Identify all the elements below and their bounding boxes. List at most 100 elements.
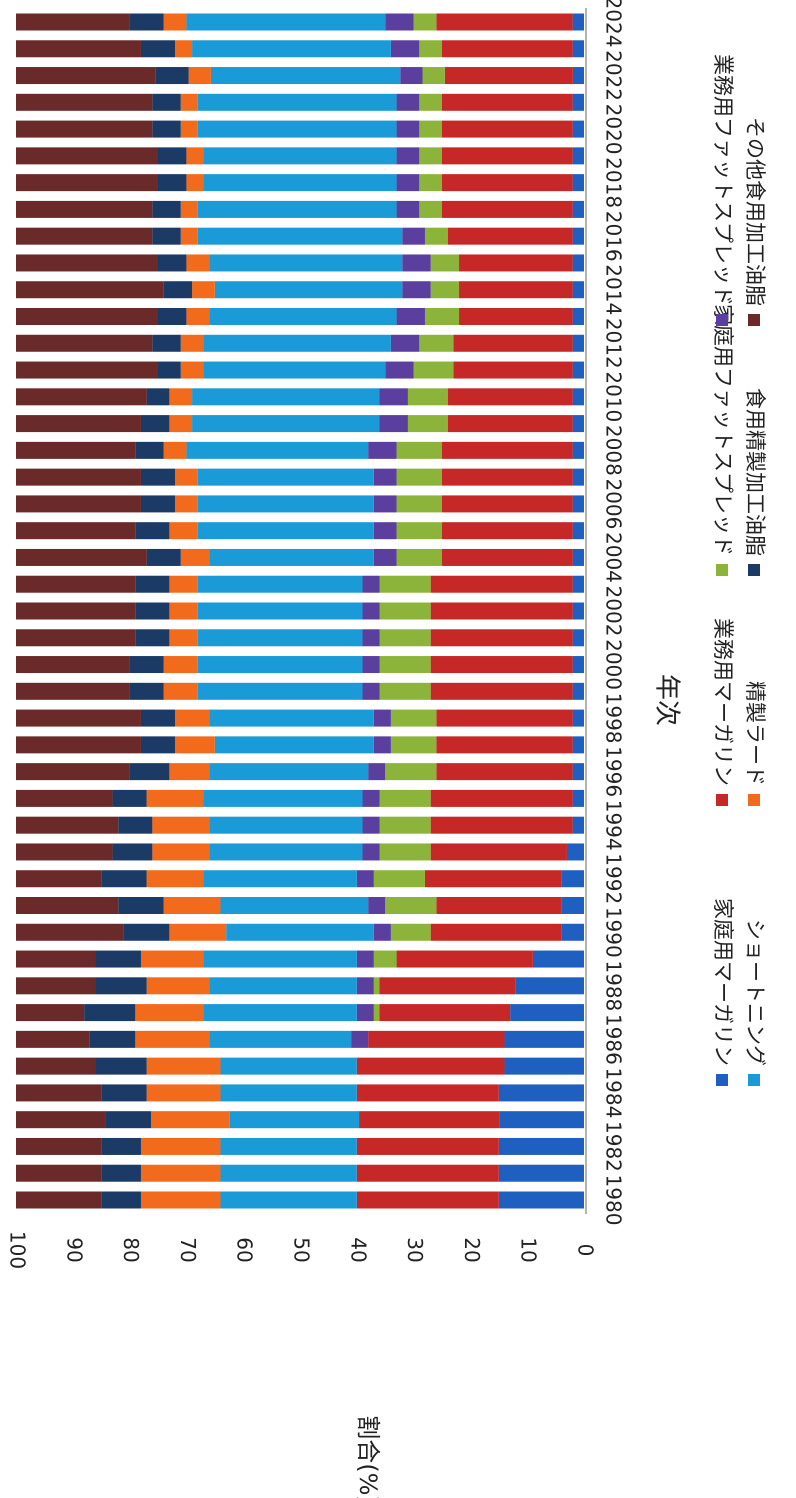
bar-segment	[572, 548, 584, 566]
bar-segment	[220, 897, 369, 914]
bar-segment	[123, 923, 170, 941]
bar-segment	[373, 950, 397, 968]
bar-segment	[95, 1057, 147, 1075]
bar-segment	[561, 923, 584, 941]
bar-segment	[16, 789, 113, 807]
bar-segment	[572, 13, 584, 31]
bar-segment	[209, 548, 374, 566]
bar-segment	[16, 67, 156, 85]
bar-segment	[379, 388, 408, 406]
year-tick-label: 1980	[602, 1175, 626, 1226]
bar-segment	[424, 870, 562, 888]
bar-segment	[112, 789, 147, 807]
bar-segment	[220, 1084, 357, 1102]
year-tick-label: 2022	[602, 50, 626, 101]
bar-segment	[197, 682, 363, 700]
bar-segment	[453, 334, 573, 352]
bar-segment	[362, 682, 380, 700]
bar-segment	[390, 334, 420, 352]
bar-segment	[155, 67, 189, 85]
year-tick-label: 2004	[602, 532, 626, 583]
bar-segment	[572, 147, 584, 165]
bar-segment	[566, 843, 584, 861]
bar-segment	[396, 147, 420, 165]
bar-segment	[180, 120, 198, 138]
bar-segment	[419, 200, 442, 218]
bar-segment	[140, 1164, 221, 1182]
bar-segment	[118, 816, 153, 834]
legend-label: 家庭用ファットスプレッド	[711, 304, 735, 556]
bar-segment	[16, 656, 130, 674]
year-tick-label: 2002	[602, 586, 626, 637]
bar-segment	[175, 736, 215, 754]
value-tick-label: 40	[346, 1237, 370, 1262]
bar-segment	[402, 227, 425, 245]
bar-segment	[140, 736, 176, 754]
bar-segment	[430, 682, 573, 700]
bar-segment	[362, 816, 380, 834]
bar-segment	[16, 1057, 96, 1075]
year-tick-label: 1988	[602, 960, 626, 1011]
bar-segment	[572, 415, 584, 433]
bar-segment	[572, 441, 584, 459]
bar-segment	[146, 1084, 221, 1102]
bar-segment	[572, 575, 584, 593]
bar-segment	[16, 709, 141, 727]
bar-segment	[203, 174, 397, 192]
year-tick-label: 2018	[602, 157, 626, 208]
bar-segment	[385, 13, 414, 31]
bar-segment	[373, 709, 391, 727]
bar-segment	[175, 468, 198, 486]
bar-segment	[362, 789, 380, 807]
bar-segment	[16, 441, 136, 459]
value-tick-label: 20	[460, 1237, 484, 1262]
year-tick-label: 2016	[602, 211, 626, 262]
bar-segment	[390, 709, 437, 727]
bar-segment	[192, 388, 380, 406]
bar-segment	[419, 93, 442, 111]
value-tick-label: 30	[403, 1237, 427, 1262]
bar-segment	[510, 1004, 584, 1022]
bar-segment	[424, 227, 448, 245]
bar-segment	[442, 522, 573, 540]
bar-segment	[186, 13, 386, 31]
bar-segment	[442, 548, 573, 566]
bar-segment	[373, 870, 425, 888]
bar-segment	[186, 308, 210, 325]
bar-segment	[419, 334, 454, 352]
bar-segment	[442, 200, 573, 218]
bar-segment	[430, 629, 573, 647]
year-tick-label: 1992	[602, 853, 626, 904]
bar-segment	[140, 495, 176, 513]
bar-segment	[152, 227, 181, 245]
bar-segment	[16, 950, 96, 968]
bar-segment	[16, 522, 136, 540]
year-tick-label: 2010	[602, 371, 626, 422]
legend-label: 食用精製加工油脂	[743, 388, 767, 556]
bar-segment	[140, 40, 176, 58]
bar-segment	[209, 816, 363, 834]
bar-segment	[197, 629, 363, 647]
bar-segment	[407, 415, 448, 433]
bar-segment	[135, 575, 170, 593]
bar-segment	[356, 870, 374, 888]
bar-segment	[135, 1030, 210, 1048]
bar-segment	[163, 897, 221, 914]
bar-segment	[16, 281, 164, 299]
bar-segment	[442, 468, 573, 486]
bar-segment	[419, 120, 442, 138]
bar-segment	[442, 495, 573, 513]
bar-segment	[209, 709, 374, 727]
bar-segment	[436, 709, 573, 727]
bar-segment	[396, 200, 420, 218]
bar-segment	[16, 1164, 102, 1182]
bar-segment	[572, 388, 584, 406]
bar-segment	[379, 843, 431, 861]
bar-segment	[169, 763, 210, 781]
bar-segment	[129, 13, 164, 31]
bar-segment	[192, 281, 215, 299]
bar-segment	[16, 415, 141, 433]
bar-segment	[436, 897, 562, 914]
year-tick-label: 2020	[602, 104, 626, 155]
bar-segment	[572, 308, 584, 325]
